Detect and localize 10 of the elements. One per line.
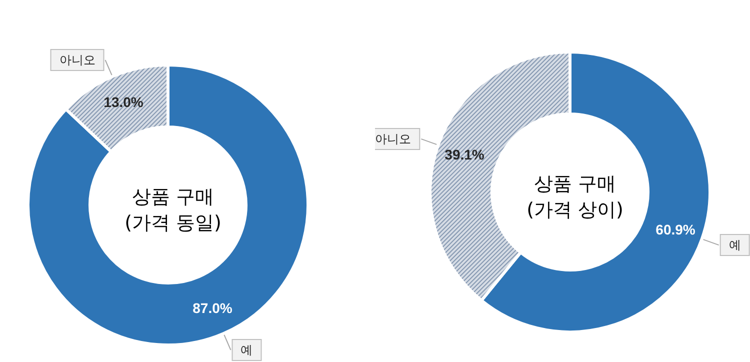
data-label: 60.9% [656, 222, 696, 238]
slice-label: 아니오 [59, 52, 96, 67]
text: 상품 구매 (가격 상이) [526, 173, 624, 221]
slice-label: 아니오 [375, 132, 412, 146]
slice-label: 예 [728, 238, 741, 252]
slice-label: 예 [240, 343, 253, 358]
data-label: 39.1% [444, 146, 485, 162]
data-label: 87.0% [192, 300, 233, 316]
data-label: 13.0% [104, 94, 144, 110]
text: 상품 구매 (가격 동일) [124, 186, 222, 234]
